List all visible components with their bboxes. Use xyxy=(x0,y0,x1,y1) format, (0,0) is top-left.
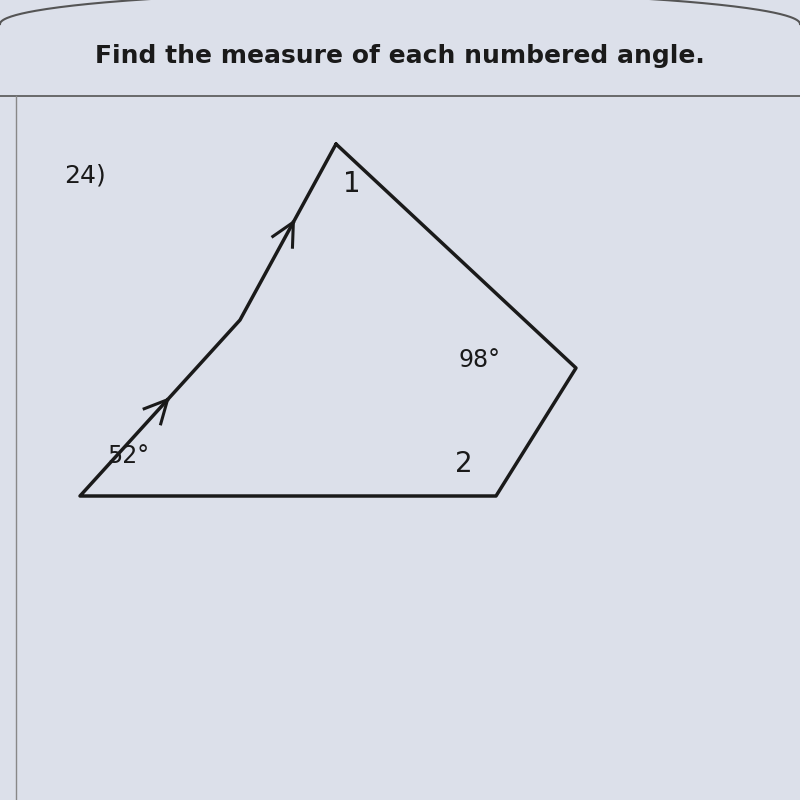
Text: 52°: 52° xyxy=(107,444,149,468)
Text: 24): 24) xyxy=(64,164,106,188)
Text: 98°: 98° xyxy=(459,348,501,372)
Text: Find the measure of each numbered angle.: Find the measure of each numbered angle. xyxy=(95,44,705,68)
Text: 1: 1 xyxy=(343,170,361,198)
Text: 2: 2 xyxy=(455,450,473,478)
